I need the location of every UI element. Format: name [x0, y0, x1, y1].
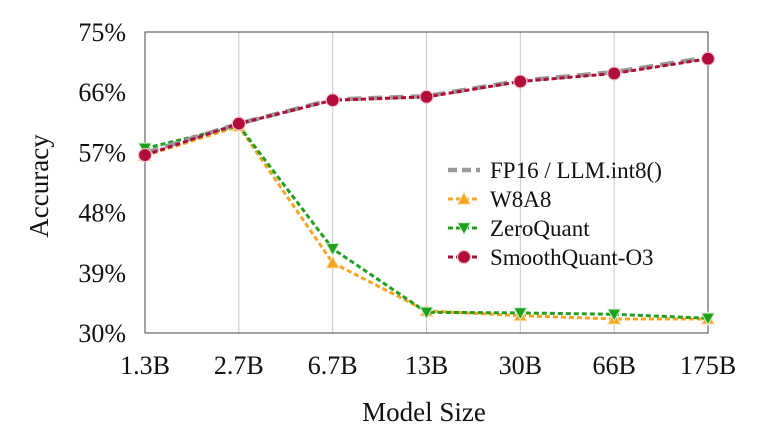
legend-label-1: W8A8 [490, 187, 551, 212]
legend-marker-3 [456, 249, 472, 265]
legend-label-3: SmoothQuant-O3 [490, 245, 654, 270]
x-axis-title: Model Size [362, 397, 486, 427]
x-tick-label-6: 175B [680, 351, 736, 380]
x-axis-tick-labels: 1.3B 2.7B 6.7B 13B 30B 66B 175B [120, 351, 736, 380]
legend-marker-2 [456, 222, 472, 236]
legend-item-2: ZeroQuant [448, 216, 590, 241]
series-3-point-2 [325, 93, 340, 108]
y-tick-label-3: 57% [78, 138, 126, 167]
series-1-point-2 [325, 255, 341, 269]
legend: FP16 / LLM.int8() W8A8 ZeroQuant SmoothQuan… [448, 158, 662, 270]
x-tick-label-1: 2.7B [214, 351, 264, 380]
x-tick-label-2: 6.7B [308, 351, 358, 380]
y-tick-label-2: 48% [78, 199, 126, 228]
plot-border [144, 31, 709, 334]
series-3-point-6 [700, 51, 716, 66]
series-3-point-0 [137, 147, 153, 163]
y-tick-label-5: 75% [78, 18, 126, 47]
series-3-point-3 [419, 89, 434, 104]
y-tick-label-1: 39% [78, 259, 126, 288]
legend-item-0: FP16 / LLM.int8() [448, 158, 662, 183]
legend-marker-1 [456, 191, 472, 205]
series-2-point-3 [419, 306, 434, 320]
series-2-point-4 [512, 307, 528, 321]
y-tick-label-4: 66% [78, 78, 126, 107]
x-tick-label-0: 1.3B [120, 351, 170, 380]
x-tick-label-5: 66B [592, 351, 635, 380]
legend-label-2: ZeroQuant [490, 216, 590, 241]
y-tick-label-0: 30% [78, 319, 126, 348]
plot-area [144, 31, 709, 334]
y-axis-title: Accuracy [24, 134, 54, 238]
series-2-point-5 [606, 308, 622, 322]
series-3-point-1 [231, 116, 246, 131]
legend-label-0: FP16 / LLM.int8() [490, 158, 662, 183]
series-3-point-4 [513, 74, 528, 89]
series-2-point-2 [325, 243, 341, 257]
series-3 [137, 51, 716, 163]
series-layer [137, 51, 716, 326]
series-2-point-6 [700, 312, 716, 326]
y-axis-tick-labels: 30% 39% 48% 57% 66% 75% [78, 18, 126, 348]
legend-item-1: W8A8 [448, 187, 551, 212]
series-3-point-5 [607, 66, 622, 81]
x-tick-label-4: 30B [499, 351, 542, 380]
x-tick-label-3: 13B [405, 351, 448, 380]
legend-item-3: SmoothQuant-O3 [448, 245, 654, 270]
